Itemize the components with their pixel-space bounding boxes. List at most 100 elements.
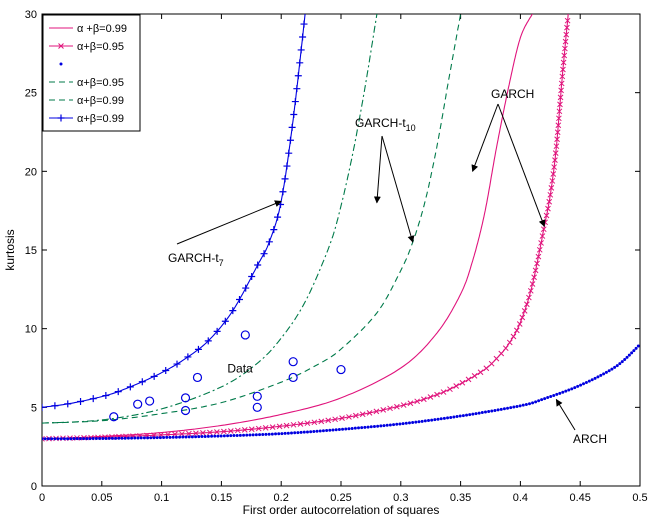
series-marker [509, 406, 513, 410]
y-tick-label: 15 [25, 245, 37, 257]
legend-item: α+β=0.95 [49, 77, 124, 89]
series-marker [407, 421, 411, 425]
legend-marker [58, 43, 64, 49]
series-marker [531, 274, 537, 281]
series-marker [634, 346, 638, 350]
series-marker [214, 429, 220, 435]
series-marker [537, 399, 541, 403]
series-marker [293, 85, 301, 93]
series-marker [498, 350, 505, 357]
series-marker [552, 150, 559, 157]
series-marker [293, 431, 297, 435]
series-marker [549, 178, 556, 184]
series-marker [267, 432, 271, 436]
series-marker [56, 437, 60, 441]
series-marker [248, 273, 256, 281]
legend-label: α+β=0.95 [77, 77, 124, 89]
series-marker [493, 355, 500, 362]
annotation-text: GARCH-t7 [168, 251, 224, 268]
series-marker [477, 369, 484, 376]
series-marker [527, 402, 531, 406]
series-marker [455, 415, 459, 419]
series-marker [527, 287, 534, 294]
series-marker [366, 425, 370, 429]
series-marker [524, 402, 528, 406]
series-marker [357, 426, 361, 430]
series-marker [227, 428, 234, 434]
series-marker [59, 437, 63, 441]
x-tick-label: 0.15 [211, 492, 232, 504]
series-marker [487, 410, 491, 414]
series-marker [210, 434, 214, 438]
data-point [288, 372, 298, 383]
series-marker [318, 418, 325, 425]
series-marker [288, 123, 296, 131]
series-marker [53, 437, 57, 441]
x-axis-label: First order autocorrelation of squares [243, 503, 440, 517]
series-marker [404, 421, 408, 425]
series-marker [563, 31, 570, 38]
series-marker [117, 436, 121, 440]
series-marker [558, 391, 562, 395]
series-marker [296, 59, 304, 67]
series-marker [510, 333, 517, 340]
series-marker [359, 411, 366, 418]
series-marker [395, 422, 399, 426]
series-marker [546, 198, 553, 205]
series-marker [610, 367, 614, 371]
series-marker [325, 429, 329, 433]
x-tick-label: 0.2 [274, 492, 289, 504]
x-tick-label: 0 [39, 492, 45, 504]
series-marker [551, 164, 557, 170]
series-marker [102, 392, 110, 400]
series-marker [553, 143, 560, 150]
legend-label: α+β=0.99 [77, 95, 124, 107]
x-tick-label: 0.4 [513, 492, 528, 504]
series-marker [506, 406, 510, 410]
series-marker [226, 434, 230, 438]
series-marker [590, 378, 594, 382]
series-marker [178, 435, 182, 439]
series-marker [213, 434, 217, 438]
series-marker [561, 52, 568, 59]
annotation-text: GARCH [491, 87, 534, 101]
series-marker [531, 401, 535, 405]
series-marker [305, 430, 309, 434]
series-marker [493, 408, 497, 412]
series-marker [576, 384, 580, 388]
series-marker [543, 212, 550, 219]
series-marker [567, 388, 571, 392]
series-marker [630, 351, 634, 355]
series-marker [255, 425, 262, 432]
data-point [288, 357, 298, 367]
series-marker [190, 435, 194, 439]
y-tick-label: 10 [25, 324, 37, 336]
annotation-0: GARCH-t7 [168, 200, 282, 268]
series-marker [477, 411, 481, 415]
series-marker [98, 437, 102, 441]
series-marker [43, 437, 47, 441]
series-marker [158, 436, 162, 440]
series-marker [449, 415, 453, 419]
series-marker [582, 382, 586, 386]
series-marker [560, 59, 567, 66]
series-marker [265, 238, 273, 246]
series-marker [254, 433, 258, 437]
series-marker [138, 378, 146, 386]
legend-marker [57, 114, 65, 122]
series-marker [204, 337, 212, 345]
annotation-arrow [176, 200, 282, 245]
series-marker [380, 407, 387, 413]
series-marker [496, 408, 500, 412]
series-marker [385, 423, 389, 427]
series-marker [434, 391, 440, 398]
series-marker [270, 432, 274, 436]
series-marker [149, 436, 153, 440]
y-tick-label: 20 [25, 166, 37, 178]
series-marker [248, 433, 252, 437]
series-marker [360, 426, 364, 430]
series-marker [150, 372, 158, 380]
series-marker [85, 437, 89, 441]
data-point [145, 396, 155, 406]
series-marker [219, 434, 223, 438]
